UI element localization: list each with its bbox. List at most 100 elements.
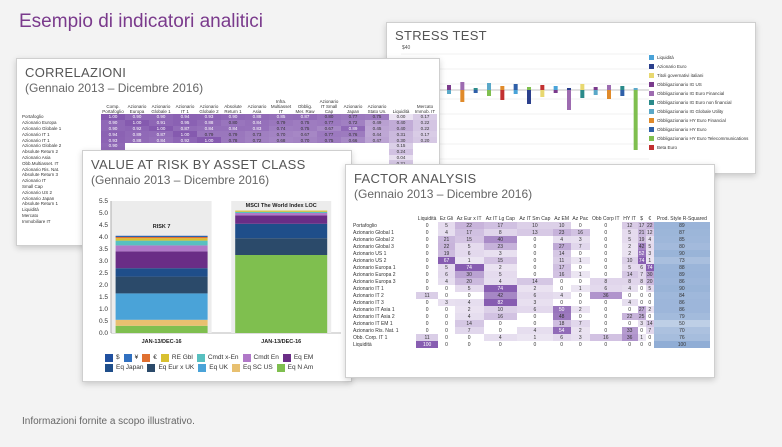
fa-row: Azionario IT 2 11 0 0 42 6 4 0 36 0 0 0 84 — [352, 292, 710, 299]
stress-bar — [607, 85, 611, 90]
stress-legend-label: Obbligazionario IG US — [657, 82, 702, 87]
fa-row: Azionario IT Asia 2 0 0 4 16 0 48 0 0 22 25 0 79 — [352, 313, 710, 320]
fa-cell: 0 — [533, 271, 537, 278]
fa-cell: 0 — [445, 292, 448, 299]
fa-cell: 4 — [483, 334, 518, 341]
fa-cell: 3 — [637, 320, 646, 327]
corr-cell: 0.90 — [149, 114, 173, 120]
corr-cell: 0.90 — [101, 125, 125, 132]
corr-cell: 0.92 — [173, 137, 197, 143]
fa-cell: 11 — [416, 334, 439, 341]
var-legend-swatch — [196, 354, 205, 362]
fa-cell: 86 — [653, 278, 710, 285]
fa-cell: 3 — [645, 250, 654, 257]
corr-cell: 0.67 — [317, 125, 341, 132]
fa-cell: 5 — [454, 243, 484, 250]
fa-row: Azionario Europa 1 0 5 74 2 0 17 0 0 5 6 74 88 — [352, 264, 710, 271]
correlazioni-table: Comp. Portafoglio Azionario Europa Azionar… — [21, 99, 437, 225]
corr-cell: 0.70 — [269, 131, 293, 138]
corr-col-header: Azionario IT Small Cap — [319, 99, 339, 114]
fa-cell: 14 — [645, 320, 654, 327]
corr-cell: 0.95 — [173, 119, 197, 126]
var-card: VALUE AT RISK BY ASSET CLASS (Gennaio 20… — [82, 150, 352, 382]
fa-cell: 2 — [570, 327, 590, 334]
fa-cell: 10 — [483, 306, 518, 313]
fa-cell: 86 — [653, 306, 710, 313]
fa-cell: 0 — [533, 341, 537, 348]
fa-cell: 0 — [604, 341, 608, 348]
corr-row-label: Azionario IT — [22, 178, 47, 184]
var-legend: $ ¥ € RE Gbl Cmdt x-En Cmdt En Eq EM Eq Japan Eq… — [105, 353, 345, 373]
var-legend-label: ¥ — [134, 354, 139, 361]
fa-cell: 11 — [552, 257, 571, 264]
var-legend-swatch — [242, 354, 251, 362]
fa-cell: 5 — [621, 229, 638, 236]
fa-cell: 89 — [653, 271, 710, 278]
var-legend-swatch — [276, 364, 285, 372]
fa-cell: 2 — [621, 250, 638, 257]
var-bar-segment — [115, 251, 208, 269]
fa-col-header: Az EM — [554, 215, 570, 222]
corr-cell: 1.00 — [125, 119, 149, 126]
stress-bar — [447, 90, 451, 94]
var-legend-item: Eq EM — [282, 353, 314, 363]
fa-cell: 0 — [467, 341, 471, 348]
fa-cell: 0 — [604, 313, 608, 320]
stress-bar — [487, 90, 491, 96]
corr-cell: 0.88 — [125, 137, 149, 143]
fa-cell: 7 — [570, 320, 590, 327]
corr-cell: 0.87 — [173, 125, 197, 132]
fa-cell: 73 — [653, 257, 710, 264]
fa-cell: 0 — [604, 222, 608, 229]
fa-cell: 54 — [552, 327, 571, 334]
var-ytick: 3.5 — [99, 246, 108, 253]
fa-cell: 14 — [454, 320, 484, 327]
fa-cell: 67 — [438, 257, 455, 264]
corr-cell: 0.88 — [197, 119, 221, 126]
stress-bar — [500, 90, 505, 100]
var-title: VALUE AT RISK BY ASSET CLASS — [91, 157, 306, 172]
corr-cell: 0.89 — [125, 131, 149, 138]
corr-cell: 0.66 — [341, 137, 365, 143]
fa-cell: 6 — [517, 292, 553, 299]
fa-row: Azionario Europa 2 0 6 30 5 0 16 1 0 14 7 30 89 — [352, 271, 710, 278]
stress-legend-item: Obbligazionario IG US — [649, 80, 753, 89]
fa-cell: 0 — [648, 313, 652, 320]
fa-cell: 0 — [578, 278, 582, 285]
factor-title: FACTOR ANALYSIS — [354, 171, 477, 186]
fa-col-header: Ez Gli — [439, 215, 454, 222]
fa-cell: 4 — [621, 299, 638, 306]
fa-cell: 0 — [604, 257, 608, 264]
var-bar-title: RISK 7 — [153, 224, 171, 230]
fa-cell: 0 — [604, 306, 608, 313]
fa-cell: 2 — [621, 243, 638, 250]
stress-bar — [607, 90, 611, 99]
corr-row-label: Portafoglio — [22, 114, 44, 120]
var-bar-segment — [115, 276, 208, 294]
var-legend-label: Eq Japan — [116, 364, 144, 371]
fa-header-corner — [352, 207, 416, 222]
var-bar-segment — [115, 319, 208, 326]
fa-row-label: Azionario IT 3 — [353, 299, 384, 306]
fa-row: Azionario Europa 3 0 4 20 4 14 0 0 8 8 8 20 86 — [352, 278, 710, 285]
fa-row-label: Azionario Europa 1 — [353, 264, 396, 271]
corr-cell: 0.77 — [317, 131, 341, 138]
fa-cell: 0 — [533, 320, 537, 327]
fa-cell: 17 — [483, 222, 518, 229]
fa-cell: 79 — [653, 313, 710, 320]
fa-cell: 27 — [637, 306, 646, 313]
corr-cell: 0.75 — [365, 114, 389, 120]
fa-cell: 0 — [628, 341, 632, 348]
corr-cell: 0.00 — [389, 114, 413, 120]
fa-cell: 0 — [578, 299, 582, 306]
corr-cell: 0.17 — [413, 114, 437, 120]
corr-row-label: Absolute Return 3 — [22, 172, 59, 178]
var-legend-item: $ — [105, 353, 120, 363]
var-ytick: 1.0 — [99, 306, 108, 313]
stress-legend: Liquidità Azionario Euro Titoli governativ… — [649, 53, 753, 152]
var-legend-label: Eq EM — [293, 354, 314, 361]
corr-col-header: Liquidità — [392, 109, 410, 114]
fa-row-label: Obb. Corp. IT 1 — [353, 334, 388, 341]
var-chart: 5.5 5.0 4.5 4.0 3.5 3.0 2.5 2.0 1.5 1.0 0.5 0.0 RISK… — [99, 198, 341, 345]
fa-cell: 8 — [589, 278, 622, 285]
